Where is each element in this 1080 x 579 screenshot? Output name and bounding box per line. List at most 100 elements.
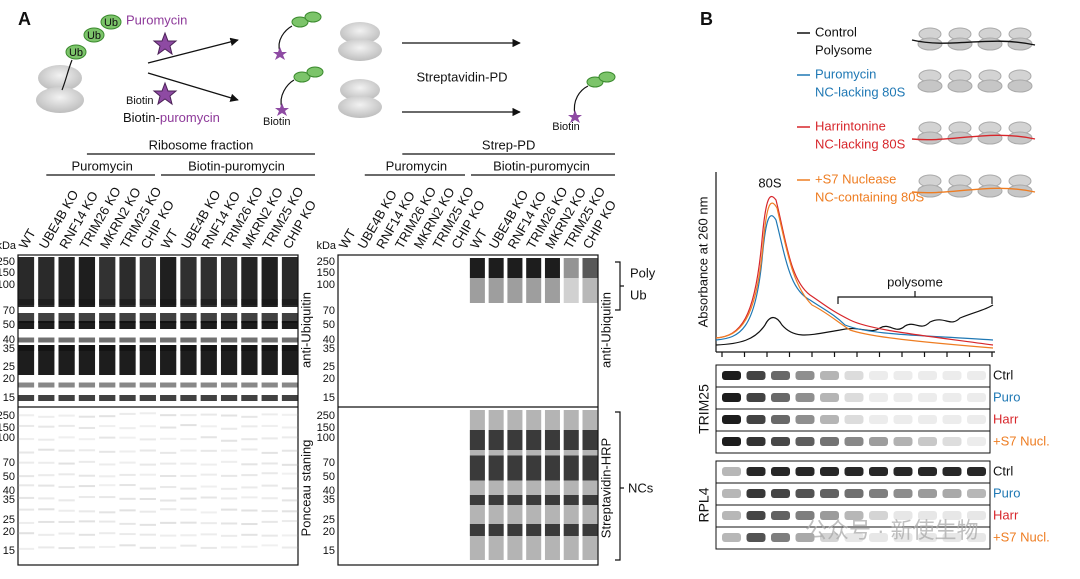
band <box>99 321 116 329</box>
band <box>261 472 278 475</box>
marker-label: 35 <box>3 343 15 355</box>
band <box>17 508 35 511</box>
band <box>507 495 523 505</box>
band <box>746 533 766 542</box>
smear <box>17 257 35 307</box>
marker-label: 250 <box>317 410 335 422</box>
band <box>746 393 766 402</box>
band <box>200 436 217 439</box>
band <box>261 337 278 343</box>
band <box>967 437 986 446</box>
band <box>99 520 116 523</box>
band <box>180 462 197 465</box>
band <box>795 437 815 446</box>
band <box>241 321 258 329</box>
band <box>38 448 55 451</box>
band <box>281 534 299 537</box>
band <box>180 438 197 441</box>
blot-title: Ribosome fraction <box>149 137 254 152</box>
band <box>844 489 864 498</box>
puromycin-label: Puromycin <box>126 12 187 27</box>
marker-label: 35 <box>3 494 15 506</box>
band <box>241 545 258 548</box>
marker-label: 40 <box>323 485 335 497</box>
band <box>99 450 116 453</box>
band <box>893 437 913 446</box>
band <box>17 299 35 305</box>
row-label: Ctrl <box>993 367 1013 382</box>
smear <box>526 278 542 303</box>
band <box>967 489 986 498</box>
band <box>78 415 96 418</box>
ribosome-icon <box>977 131 1003 145</box>
band <box>119 509 136 512</box>
band <box>281 413 299 416</box>
smear <box>200 257 217 307</box>
band <box>220 460 238 463</box>
band <box>918 467 937 476</box>
band <box>200 546 217 549</box>
band <box>771 437 790 446</box>
group-label: Biotin-puromycin <box>493 158 590 173</box>
mrna-line <box>911 187 1036 194</box>
legend-label: Control <box>815 24 857 39</box>
band <box>58 436 75 439</box>
band <box>526 430 542 450</box>
blot-title: Strep-PD <box>482 137 535 152</box>
band <box>38 321 55 329</box>
band <box>17 461 35 464</box>
band <box>942 489 962 498</box>
smear <box>563 278 579 303</box>
band <box>139 299 156 305</box>
band <box>180 337 197 343</box>
band <box>507 524 523 536</box>
band <box>241 337 258 343</box>
band <box>746 371 766 380</box>
band <box>844 415 864 424</box>
band <box>722 393 741 402</box>
band <box>241 523 258 526</box>
bracket-label: Poly <box>630 265 656 280</box>
band <box>180 534 197 537</box>
marker-label: 25 <box>323 514 335 526</box>
band <box>893 511 913 520</box>
band <box>261 382 278 388</box>
band <box>771 467 790 476</box>
band <box>139 412 156 415</box>
band <box>942 467 962 476</box>
band <box>99 382 116 388</box>
band <box>893 489 913 498</box>
band <box>544 524 560 536</box>
band <box>180 414 197 417</box>
marker-label: 100 <box>317 279 335 291</box>
band <box>180 449 197 452</box>
band <box>38 395 55 401</box>
band <box>942 415 962 424</box>
band <box>180 544 197 547</box>
band <box>160 321 177 329</box>
band <box>795 393 815 402</box>
biotin-label: Biotin <box>552 121 580 133</box>
ub-label: Ub <box>69 47 83 59</box>
band <box>99 545 116 548</box>
mrna-line <box>911 134 1036 141</box>
smear <box>38 257 55 307</box>
band <box>38 425 55 428</box>
band <box>220 414 238 417</box>
blot-side-label: anti-Ubiquitin <box>298 292 313 368</box>
band <box>563 455 579 481</box>
band <box>160 521 177 524</box>
marker-label: 70 <box>323 305 335 317</box>
band <box>180 521 197 524</box>
marker-label: 25 <box>3 361 15 373</box>
band <box>722 489 741 498</box>
band <box>281 487 299 490</box>
band <box>38 415 55 418</box>
band <box>119 412 136 415</box>
band <box>139 487 156 490</box>
region-label: polysome <box>887 274 943 289</box>
band <box>820 511 839 520</box>
band <box>918 371 937 380</box>
band <box>99 436 116 439</box>
